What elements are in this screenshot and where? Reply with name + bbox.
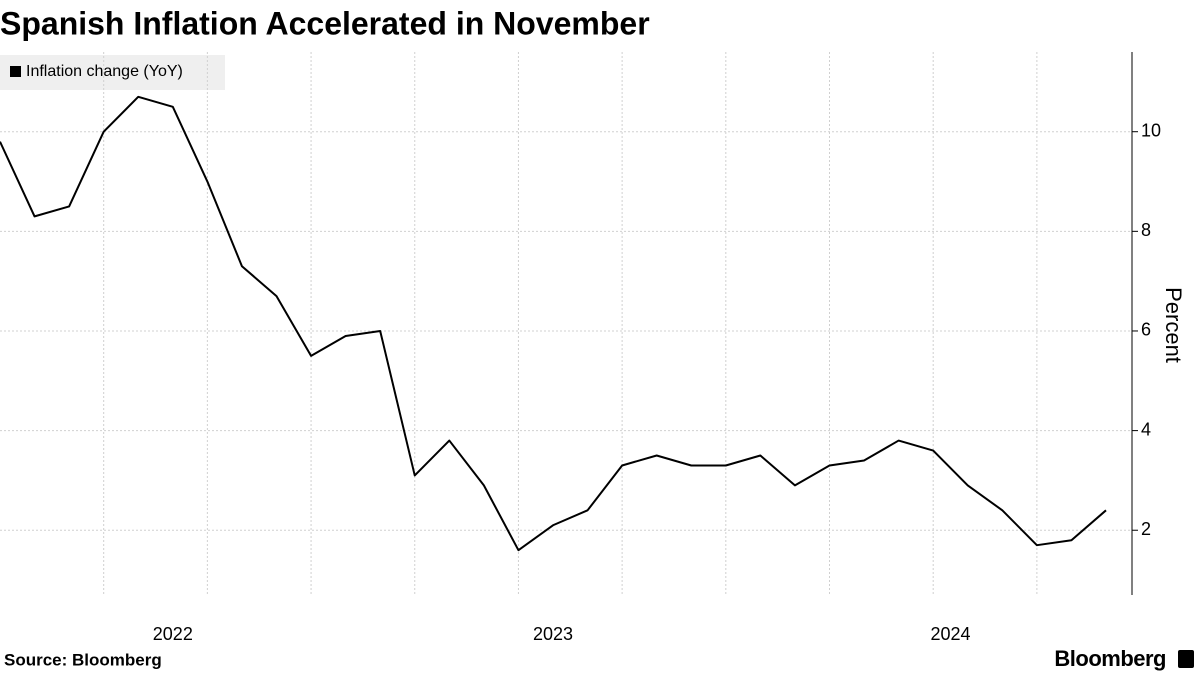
y-tick-label: 10	[1141, 120, 1161, 140]
source: Source: Bloomberg	[4, 650, 162, 669]
y-axis-label: Percent	[1161, 287, 1186, 363]
x-tick-label: 2024	[930, 624, 970, 644]
brand-icon	[1178, 650, 1194, 668]
y-tick-label: 2	[1141, 519, 1151, 539]
legend-swatch	[10, 66, 21, 77]
line	[0, 95, 1107, 552]
y-tick-label: 8	[1141, 220, 1151, 240]
chart-title: Spanish Inflation Accelerated in Novembe…	[0, 5, 650, 41]
x-tick-label: 2023	[533, 624, 573, 644]
legend	[0, 55, 225, 90]
y-tick-label: 4	[1141, 419, 1151, 439]
y-tick-label: 6	[1141, 320, 1151, 340]
brand: Bloomberg	[1054, 646, 1166, 671]
legend-label: Inflation change (YoY)	[26, 63, 183, 80]
x-tick-label: 2022	[153, 624, 193, 644]
